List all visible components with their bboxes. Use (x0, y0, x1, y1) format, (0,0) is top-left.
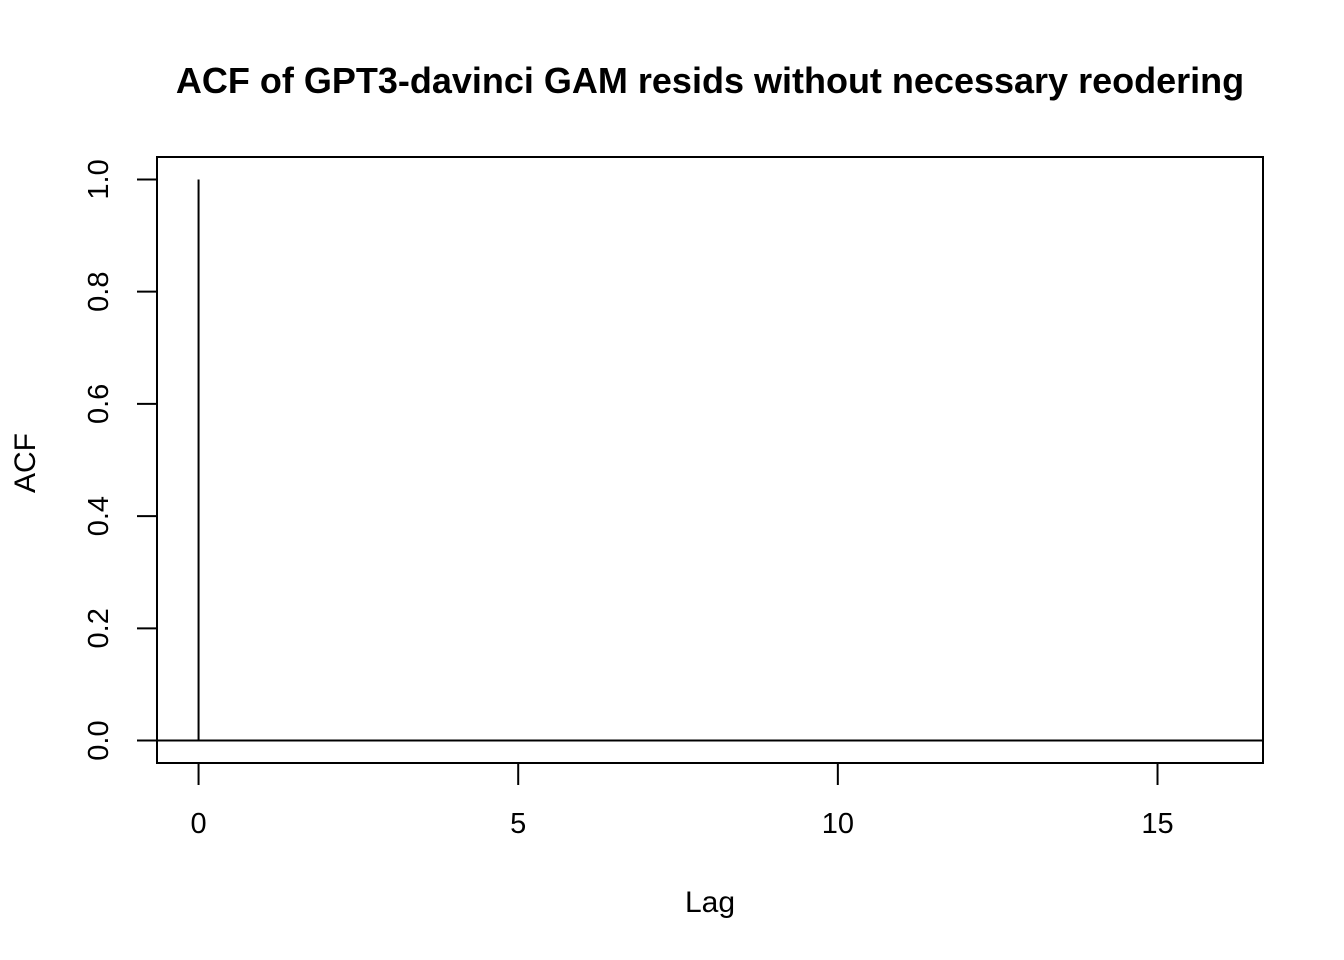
x-axis: 0 5 10 15 (190, 762, 1174, 840)
y-tick-label: 1.0 (83, 159, 115, 199)
y-axis-label: ACF (9, 433, 42, 493)
y-tick-label: 0.8 (83, 272, 115, 312)
y-tick-label: 0.4 (83, 496, 115, 536)
plot-frame (156, 156, 1264, 764)
y-tick-label: 0.2 (83, 608, 115, 648)
x-tick-label: 10 (822, 808, 854, 840)
x-tick-label: 15 (1141, 808, 1173, 840)
chart-title: ACF of GPT3-davinci GAM resids without n… (176, 60, 1244, 101)
x-tick-label: 0 (190, 808, 206, 840)
y-tick-label: 0.0 (83, 720, 115, 760)
x-axis-label: Lag (685, 886, 735, 919)
x-tick-label: 5 (510, 808, 526, 840)
y-tick-label: 0.6 (83, 384, 115, 424)
y-axis: 0.0 0.2 0.4 0.6 0.8 1.0 (83, 159, 158, 761)
